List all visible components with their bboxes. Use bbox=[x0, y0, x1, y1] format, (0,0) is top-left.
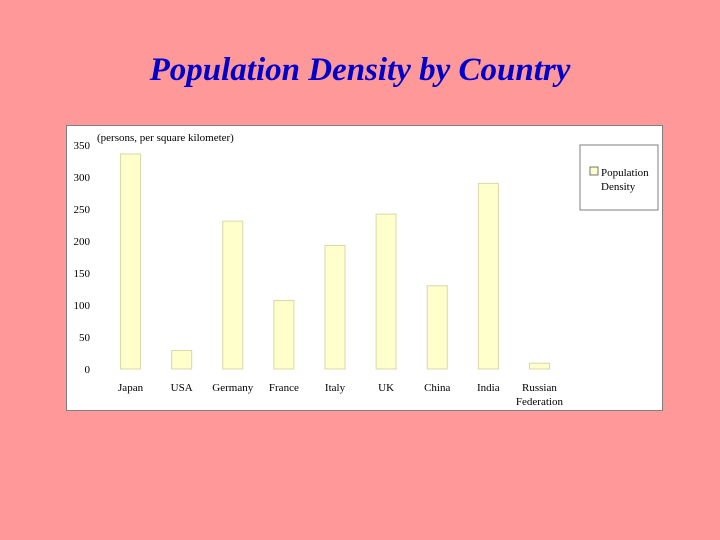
x-tick-label: China bbox=[424, 382, 450, 394]
y-tick-label: 300 bbox=[74, 172, 91, 184]
legend-entry: Population Density bbox=[601, 167, 649, 193]
y-tick-label: 200 bbox=[74, 236, 91, 248]
x-tick-label: Japan bbox=[118, 382, 144, 394]
bar-india bbox=[477, 182, 499, 370]
y-tick-label: 100 bbox=[74, 300, 91, 312]
x-tick-label: USA bbox=[171, 382, 193, 394]
y-tick-label: 0 bbox=[85, 364, 91, 376]
y-tick-label: 150 bbox=[74, 268, 91, 280]
legend-box bbox=[579, 144, 659, 211]
legend: Population Density bbox=[579, 144, 659, 211]
x-tick-label: Italy bbox=[325, 382, 346, 394]
x-tick-label: Germany bbox=[212, 382, 253, 394]
bar-china bbox=[426, 285, 448, 370]
bar-uk bbox=[375, 213, 397, 370]
chart-panel bbox=[66, 125, 663, 411]
y-axis-label: (persons, per square kilometer) bbox=[97, 132, 234, 144]
legend-swatch bbox=[589, 166, 599, 176]
y-tick-label: 250 bbox=[74, 204, 91, 216]
y-tick-label: 350 bbox=[74, 140, 91, 152]
x-tick-label: France bbox=[269, 382, 299, 394]
bar-germany bbox=[222, 220, 244, 370]
slide-title: Population Density by Country bbox=[149, 52, 571, 88]
x-tick-label: India bbox=[477, 382, 500, 394]
bar-japan bbox=[120, 153, 142, 370]
bar-italy bbox=[324, 244, 346, 370]
bar-france bbox=[273, 300, 295, 370]
x-tick-label: Russian Federation bbox=[516, 382, 564, 408]
x-tick-label: UK bbox=[378, 382, 394, 394]
bar-usa bbox=[171, 349, 193, 370]
bar-russian-federation bbox=[528, 362, 550, 370]
y-tick-label: 50 bbox=[79, 332, 91, 344]
